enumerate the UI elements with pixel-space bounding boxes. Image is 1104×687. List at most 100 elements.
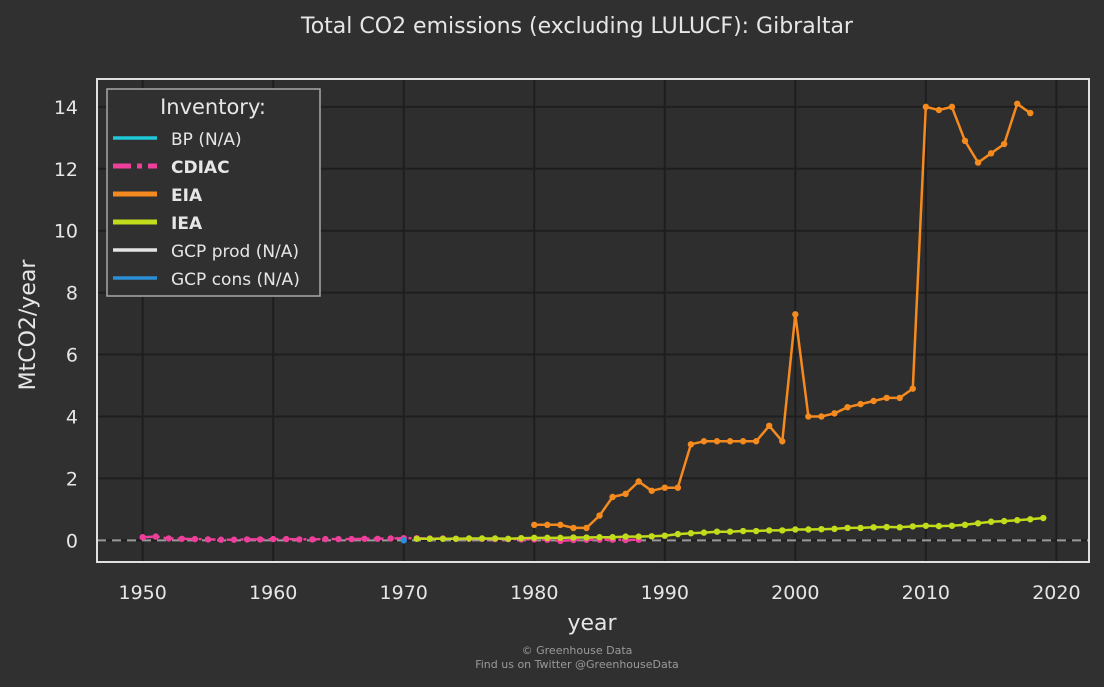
- data-point-eia: [713, 438, 721, 445]
- legend-label-cdiac: CDIAC: [171, 158, 230, 178]
- data-point-eia: [870, 397, 877, 405]
- y-tick-label: 4: [66, 406, 78, 428]
- data-point-iea: [478, 535, 486, 542]
- data-point-iea: [726, 528, 734, 535]
- series-line-cdiac: [142, 535, 639, 543]
- y-tick-label: 6: [66, 345, 78, 367]
- data-point-iea: [531, 534, 538, 542]
- y-tick-label: 14: [54, 97, 78, 119]
- data-point-eia: [909, 385, 916, 392]
- data-point-iea: [766, 527, 773, 534]
- data-point-iea: [544, 534, 551, 542]
- y-tick-label: 0: [66, 530, 78, 552]
- data-point-iea: [922, 522, 930, 529]
- series-layer: [139, 100, 1047, 545]
- data-point-iea: [648, 533, 655, 540]
- x-tick-label: 1990: [641, 582, 689, 604]
- data-point-eia: [661, 484, 668, 491]
- data-point-iea: [439, 535, 447, 542]
- data-point-iea: [987, 518, 995, 525]
- data-point-iea: [961, 521, 969, 529]
- x-axis-label: year: [567, 611, 617, 636]
- data-point-eia: [531, 521, 538, 529]
- x-tick-label: 1960: [249, 582, 297, 604]
- data-point-eia: [896, 394, 903, 402]
- data-point-eia: [779, 438, 786, 445]
- data-point-cdiac: [243, 536, 251, 543]
- x-tick-label: 1950: [119, 582, 167, 604]
- data-point-eia: [961, 137, 969, 145]
- data-point-iea: [583, 534, 590, 541]
- data-point-eia: [1000, 140, 1008, 148]
- data-point-cdiac: [270, 535, 277, 543]
- data-point-eia: [974, 159, 982, 166]
- data-point-iea: [1027, 516, 1034, 523]
- data-point-eia: [674, 484, 682, 491]
- data-point-cdiac: [152, 533, 159, 540]
- data-point-eia: [739, 438, 747, 445]
- data-point-iea: [935, 522, 943, 530]
- data-point-iea: [413, 535, 420, 542]
- x-tick-label: 1970: [380, 582, 428, 604]
- x-tick-label: 1980: [510, 582, 558, 604]
- data-point-eia: [609, 493, 616, 501]
- y-tick-label: 12: [54, 159, 78, 181]
- data-point-cdiac: [309, 536, 316, 543]
- data-point-iea: [674, 530, 682, 538]
- data-point-iea: [974, 520, 982, 527]
- data-point-eia: [583, 524, 590, 532]
- legend: Inventory: BP (N/A) CDIAC EIA IEA GCP prod (…: [106, 88, 321, 297]
- data-point-iea: [635, 533, 642, 540]
- data-point-cdiac: [230, 536, 238, 543]
- y-tick-labels: 0 2 4 6 8 10 12 14: [54, 97, 78, 552]
- data-point-iea: [661, 532, 668, 539]
- data-point-cdiac: [348, 535, 355, 543]
- data-point-gcp-cons-n-a: [400, 537, 407, 544]
- data-point-eia: [792, 311, 799, 318]
- plot-frame: [96, 78, 1090, 563]
- data-point-iea: [1040, 514, 1047, 522]
- legend-label-eia: EIA: [171, 186, 203, 206]
- data-point-eia: [831, 410, 838, 417]
- y-axis-label: MtCO2/year: [16, 259, 41, 391]
- data-point-cdiac: [217, 536, 225, 543]
- legend-label-iea: IEA: [171, 214, 203, 234]
- legend-label-bp-n-a: BP (N/A): [171, 130, 242, 150]
- data-point-iea: [870, 524, 877, 531]
- x-tick-label: 2010: [902, 582, 950, 604]
- data-point-cdiac: [178, 535, 186, 542]
- data-point-eia: [818, 413, 825, 420]
- data-point-iea: [948, 522, 956, 529]
- data-point-iea: [622, 533, 629, 540]
- data-point-iea: [609, 534, 616, 541]
- data-point-iea: [831, 525, 838, 533]
- data-point-eia: [935, 106, 943, 114]
- x-tick-label: 2000: [771, 582, 819, 604]
- data-point-eia: [766, 422, 773, 429]
- data-point-iea: [896, 524, 903, 531]
- data-point-cdiac: [387, 535, 394, 542]
- data-point-eia: [557, 521, 564, 529]
- data-point-eia: [544, 521, 551, 529]
- legend-label-gcp-prod-n-a: GCP prod (N/A): [171, 242, 299, 262]
- data-point-cdiac: [191, 535, 199, 543]
- data-point-iea: [779, 527, 786, 534]
- data-point-eia: [622, 490, 629, 498]
- data-point-iea: [518, 534, 525, 542]
- y-tick-label: 10: [54, 221, 78, 243]
- data-point-cdiac: [374, 535, 381, 542]
- data-point-iea: [426, 535, 434, 542]
- data-point-iea: [1014, 517, 1021, 524]
- credit-line-2: Find us on Twitter @GreenhouseData: [475, 658, 679, 671]
- data-point-iea: [596, 534, 603, 541]
- data-point-eia: [987, 150, 995, 157]
- data-point-cdiac: [361, 535, 368, 542]
- data-point-eia: [1027, 109, 1034, 117]
- data-point-eia: [1014, 100, 1021, 107]
- data-point-iea: [844, 524, 851, 532]
- data-point-iea: [909, 523, 916, 530]
- data-point-eia: [883, 394, 890, 402]
- chart-title: Total CO2 emissions (excluding LULUCF): …: [300, 14, 854, 39]
- data-point-iea: [857, 524, 864, 532]
